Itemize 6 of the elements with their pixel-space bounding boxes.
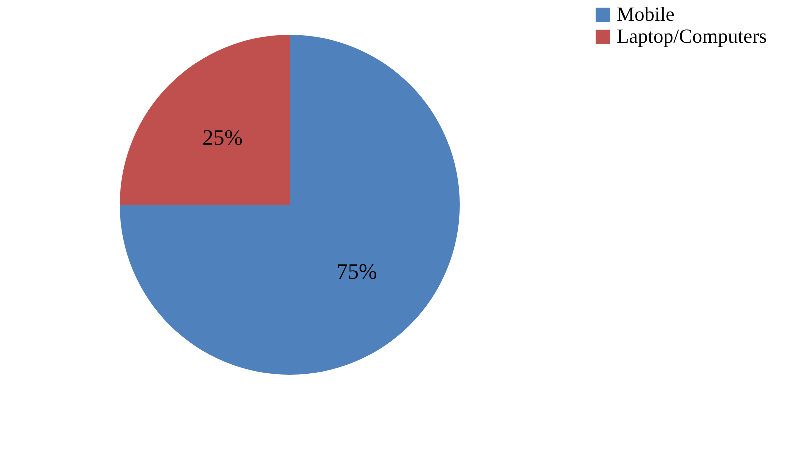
pie-slice: [120, 35, 290, 205]
data-label: 75%: [337, 259, 378, 284]
legend-label: Laptop/Computers: [617, 26, 768, 48]
data-label: 25%: [202, 124, 243, 150]
pie-slice: [120, 35, 460, 375]
legend-label: Mobile: [617, 4, 675, 26]
